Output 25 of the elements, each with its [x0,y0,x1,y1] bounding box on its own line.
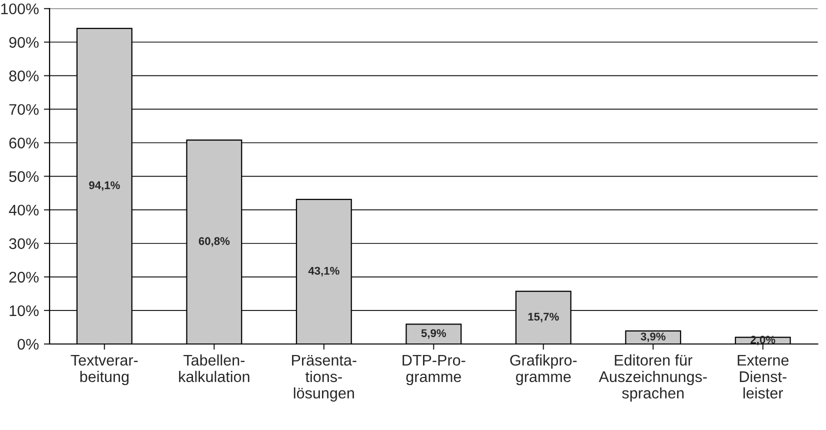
x-tick-label: Externe Dienst- leister [738,354,789,399]
data-label: 60,8% [198,237,230,247]
y-tick-label: 10% [10,305,39,316]
y-tick-label: 70% [9,104,39,115]
data-label: 3,9% [640,332,666,342]
data-label: 94,1% [89,181,120,191]
x-tick-label: DTP-Pro- gramme [402,354,466,386]
y-tick-label: 20% [9,272,39,283]
y-tick-label: 80% [9,70,39,82]
data-label: 43,1% [308,266,340,276]
x-tick-label: Grafikpro- gramme [510,354,577,386]
y-tick-label: 40% [8,204,39,216]
y-tick-label: 90% [9,37,39,48]
x-tick-label: Präsenta- tions- lösungen [292,354,356,402]
data-label: 15,7% [528,312,559,322]
data-label: 2,0% [750,336,776,346]
y-tick-label: 50% [9,171,39,182]
y-tick-label: 30% [9,238,39,250]
x-tick-label: Editoren für Auszeichnungs- sprachen [598,354,707,402]
data-label: 5,9% [421,329,446,339]
y-tick-label: 60% [9,138,39,148]
y-tick-label: 0% [18,338,39,350]
y-tick-label: 100% [1,3,39,14]
x-tick-label: Tabellen- kalkulation [179,354,250,382]
x-tick-label: Textverar- beitung [70,354,138,386]
